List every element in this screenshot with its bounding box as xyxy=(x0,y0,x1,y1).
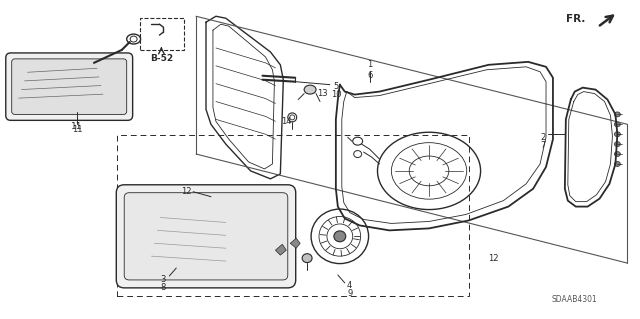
FancyBboxPatch shape xyxy=(6,53,132,120)
Ellipse shape xyxy=(614,132,620,137)
Text: B-52: B-52 xyxy=(150,54,173,63)
FancyBboxPatch shape xyxy=(12,59,127,115)
Ellipse shape xyxy=(334,231,346,242)
Text: 9: 9 xyxy=(347,289,353,298)
Polygon shape xyxy=(275,244,286,255)
Text: 11: 11 xyxy=(72,122,83,131)
Text: 2: 2 xyxy=(540,133,546,142)
Text: FR.: FR. xyxy=(566,14,586,24)
Ellipse shape xyxy=(302,254,312,263)
Text: 3: 3 xyxy=(161,275,166,285)
Text: 14: 14 xyxy=(281,117,292,126)
Text: 11: 11 xyxy=(72,125,83,134)
Ellipse shape xyxy=(614,142,620,147)
FancyBboxPatch shape xyxy=(116,185,296,288)
Text: 6: 6 xyxy=(367,71,372,80)
Ellipse shape xyxy=(614,112,620,117)
Text: 7: 7 xyxy=(540,141,546,150)
Text: SDAAB4301: SDAAB4301 xyxy=(552,295,598,304)
Ellipse shape xyxy=(614,122,620,127)
Text: 13: 13 xyxy=(317,89,327,98)
FancyBboxPatch shape xyxy=(124,193,288,280)
Ellipse shape xyxy=(614,161,620,167)
Text: 4: 4 xyxy=(347,281,353,290)
Text: 1: 1 xyxy=(367,60,372,69)
Ellipse shape xyxy=(614,152,620,157)
Polygon shape xyxy=(291,238,300,248)
Text: 5: 5 xyxy=(333,82,339,91)
Text: 10: 10 xyxy=(331,90,341,99)
Text: 12: 12 xyxy=(488,254,499,263)
Text: 8: 8 xyxy=(161,283,166,293)
Ellipse shape xyxy=(304,85,316,94)
Text: 12: 12 xyxy=(181,187,191,196)
